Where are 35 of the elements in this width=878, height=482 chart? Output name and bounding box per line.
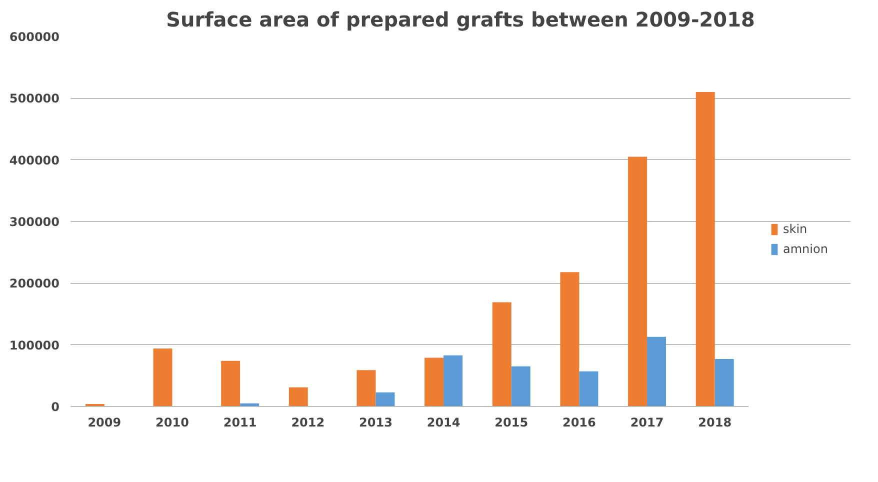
x-tick-label: 2011: [223, 416, 257, 430]
y-tick-label: 300000: [9, 215, 60, 229]
legend-label: amnion: [783, 242, 828, 256]
bar: [424, 358, 444, 406]
bar: [511, 366, 530, 406]
bar: [356, 370, 376, 406]
y-tick-label: 100000: [9, 338, 60, 352]
bar: [153, 348, 172, 406]
y-tick-label: 200000: [9, 276, 60, 291]
bar: [376, 392, 395, 406]
x-tick-label: 2015: [494, 416, 528, 430]
y-tick-label: 0: [51, 400, 60, 414]
y-tick-label: 400000: [9, 153, 60, 168]
x-tick-label: 2016: [562, 416, 596, 430]
x-tick-label: 2014: [426, 416, 460, 430]
x-tick-label: 2013: [359, 416, 392, 430]
x-tick-label: 2017: [630, 416, 664, 430]
x-tick-label: 2012: [291, 416, 325, 430]
bar: [628, 156, 648, 406]
bar: [288, 387, 308, 406]
chart-title: Surface area of prepared grafts between 2009-2018: [166, 8, 755, 32]
legend-label: skin: [783, 222, 808, 236]
x-tick-label: 2010: [156, 416, 189, 430]
bar: [444, 355, 463, 406]
bar: [647, 336, 666, 406]
bar: [714, 359, 734, 406]
bar: [560, 272, 580, 406]
x-tick-label: 2018: [698, 416, 732, 430]
bar: [221, 360, 240, 406]
bar: [579, 371, 598, 406]
y-tick-label: 600000: [9, 30, 60, 44]
bar: [492, 302, 512, 406]
x-tick-label: 2009: [88, 416, 122, 430]
y-tick-label: 500000: [9, 92, 60, 106]
bar: [696, 92, 715, 406]
